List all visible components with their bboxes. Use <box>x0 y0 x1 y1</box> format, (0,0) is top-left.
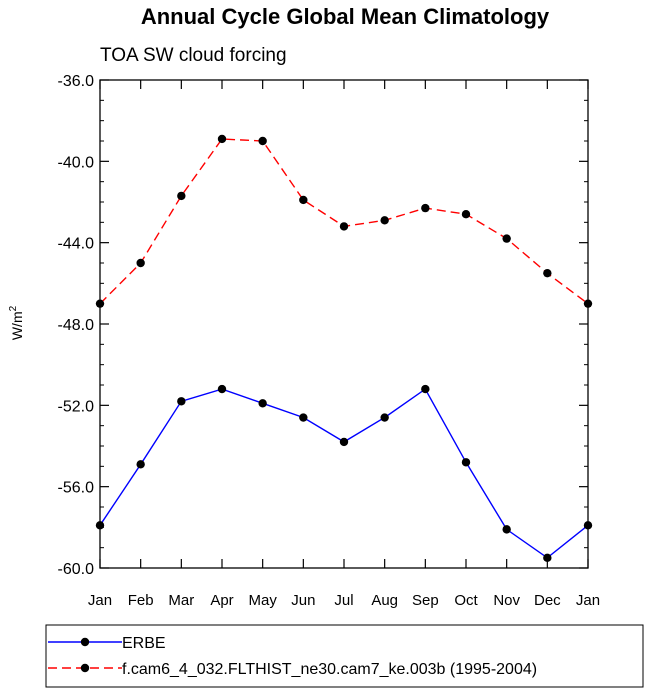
series-1-point <box>95 299 105 308</box>
y-axis-label: W/m2 <box>8 305 25 340</box>
series-0-point <box>299 413 308 422</box>
y-tick-label: -48.0 <box>58 317 95 334</box>
x-tick-label: Jul <box>334 592 353 609</box>
series-0-point <box>502 525 511 534</box>
y-tick-label: -56.0 <box>58 480 95 497</box>
series-1-point <box>380 216 389 225</box>
y-axis-label-superscript: 2 <box>8 305 19 311</box>
series-0-point <box>339 437 349 447</box>
y-tick-label: -52.0 <box>58 398 95 415</box>
series-0-point <box>461 458 471 467</box>
series-0-point <box>217 384 227 394</box>
x-tick-label: May <box>248 592 277 609</box>
x-tick-label: Nov <box>493 592 520 609</box>
series-line-1 <box>99 138 589 305</box>
y-tick-label: -44.0 <box>58 236 95 253</box>
x-tick-label: Apr <box>210 592 233 609</box>
series-line-0 <box>99 388 589 559</box>
y-axis-label-text: W/m <box>9 311 25 340</box>
legend-marker-erbe <box>80 637 90 647</box>
y-tick-label: -36.0 <box>58 73 95 90</box>
series-1-point <box>177 191 186 201</box>
plot-frame <box>99 79 589 569</box>
series-0-point <box>380 413 389 422</box>
chart-title: Annual Cycle Global Mean Climatology <box>141 4 550 29</box>
series-layer <box>95 134 593 563</box>
series-1-point <box>461 210 471 219</box>
series-0-point <box>177 397 186 406</box>
chart-subtitle: TOA SW cloud forcing <box>100 45 287 66</box>
x-tick-label: Oct <box>454 592 478 609</box>
x-tick-label: Aug <box>371 592 398 609</box>
series-1-point <box>421 203 430 213</box>
x-tick-label: Jun <box>291 592 315 609</box>
legend-box <box>45 624 644 688</box>
y-tick-label: -60.0 <box>58 561 95 578</box>
series-0-point <box>421 384 430 394</box>
x-tick-label: Dec <box>534 592 561 609</box>
legend-marker-model <box>80 663 90 673</box>
series-1-point <box>217 134 227 144</box>
x-tick-label: Sep <box>412 592 439 609</box>
series-0-point <box>543 553 552 563</box>
axis-ticks: -36.0 -40.0 -44.0 -48.0 -52.0 -56.0 -60.0 Jan Fe… <box>58 73 601 609</box>
series-0-point <box>136 460 145 469</box>
x-tick-label: Feb <box>128 592 154 609</box>
series-0-point <box>95 521 105 530</box>
series-0-point <box>258 399 267 408</box>
series-1-point <box>502 234 511 243</box>
legend-label-erbe: ERBE <box>122 635 166 652</box>
x-tick-label: Jan <box>88 592 112 609</box>
series-1-point <box>258 136 267 146</box>
y-tick-label: -40.0 <box>58 154 95 171</box>
series-1-point <box>583 299 593 308</box>
series-0-point <box>583 521 593 530</box>
series-1-point <box>299 195 308 205</box>
series-1-point <box>136 258 145 268</box>
series-1-point <box>543 268 552 278</box>
legend: ERBE f.cam6_4_032.FLTHIST_ne30.cam7_ke.0… <box>45 624 644 688</box>
x-tick-label: Mar <box>168 592 194 609</box>
series-1-point <box>339 222 349 231</box>
legend-label-model: f.cam6_4_032.FLTHIST_ne30.cam7_ke.003b (… <box>122 661 537 678</box>
x-tick-label: Jan <box>576 592 600 609</box>
